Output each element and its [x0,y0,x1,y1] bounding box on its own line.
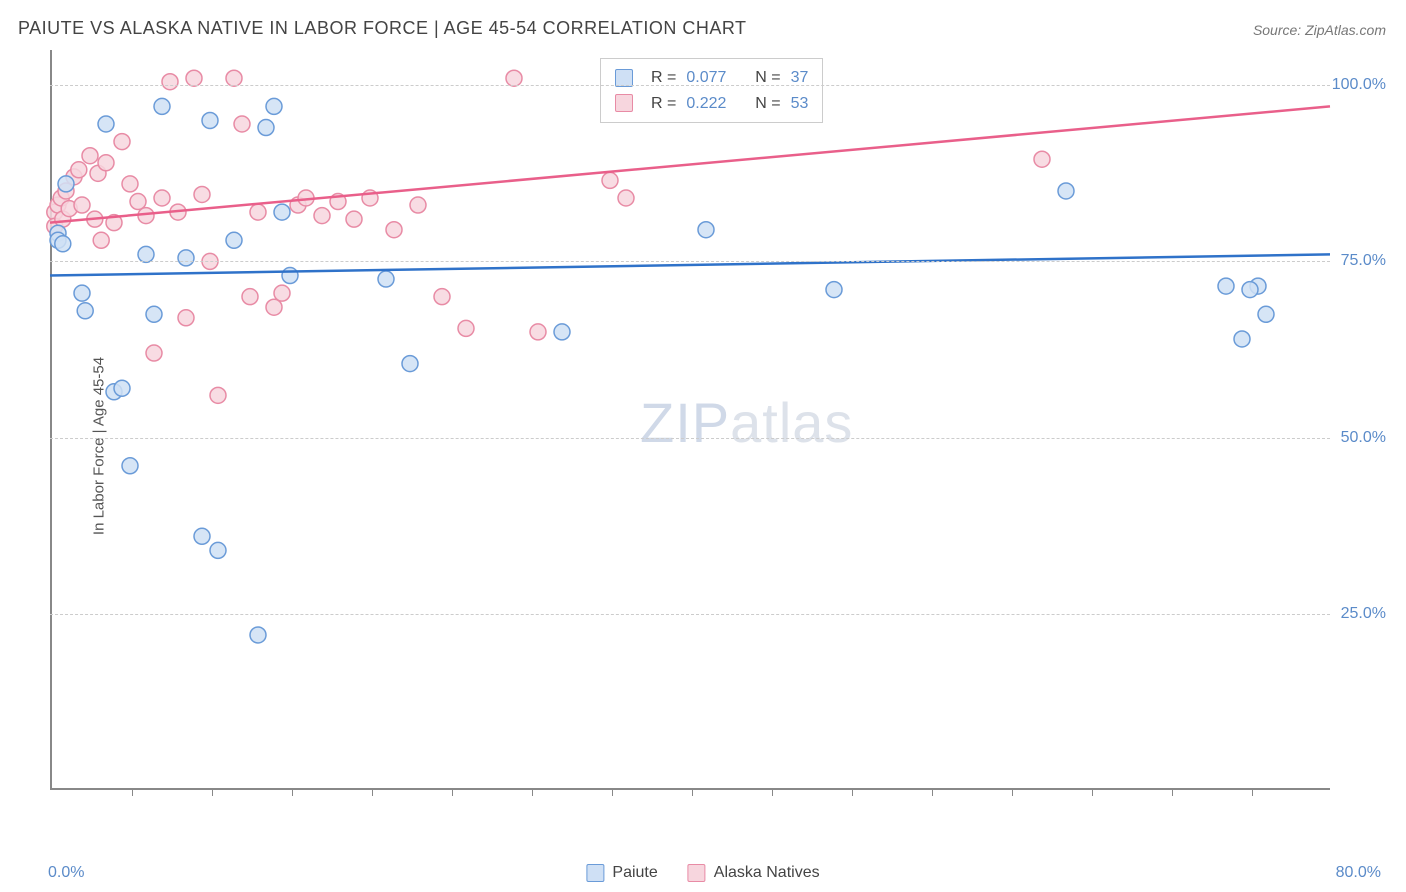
legend-label-alaska: Alaska Natives [714,864,820,881]
gridline-h [50,438,1330,439]
x-axis-min-label: 0.0% [48,864,84,882]
gridline-h [50,261,1330,262]
n-label: N = [755,91,780,117]
scatter-point [122,176,138,192]
n-value-paiute: 37 [791,65,809,91]
correlation-chart: PAIUTE VS ALASKA NATIVE IN LABOR FORCE |… [0,0,1406,892]
scatter-point [234,116,250,132]
n-label: N = [755,65,780,91]
r-value-paiute: 0.077 [686,65,726,91]
scatter-point [1218,278,1234,294]
scatter-point [82,148,98,164]
scatter-point [98,155,114,171]
scatter-point [114,134,130,150]
scatter-point [530,324,546,340]
y-tick-label: 25.0% [1341,605,1386,623]
chart-title: PAIUTE VS ALASKA NATIVE IN LABOR FORCE |… [18,18,747,39]
scatter-point [71,162,87,178]
scatter-point [458,320,474,336]
scatter-point [602,172,618,188]
swatch-alaska [615,94,633,112]
scatter-point [1234,331,1250,347]
scatter-point [250,627,266,643]
scatter-point [226,70,242,86]
scatter-point [146,306,162,322]
r-value-alaska: 0.222 [686,91,726,117]
gridline-h [50,614,1330,615]
scatter-point [266,98,282,114]
scatter-point [386,222,402,238]
y-tick-label: 75.0% [1341,252,1386,270]
regression-line [50,254,1330,275]
plot-svg [50,50,1330,790]
scatter-point [210,542,226,558]
scatter-point [346,211,362,227]
gridline-h [50,85,1330,86]
scatter-point [93,232,109,248]
scatter-point [1258,306,1274,322]
scatter-point [402,356,418,372]
scatter-point [74,285,90,301]
scatter-point [162,74,178,90]
r-label: R = [651,65,676,91]
scatter-point [258,120,274,136]
legend-swatch-alaska [688,864,706,882]
scatter-point [146,345,162,361]
scatter-point [242,289,258,305]
x-axis-max-label: 80.0% [1336,864,1381,882]
scatter-point [274,285,290,301]
legend-label-paiute: Paiute [612,864,657,881]
scatter-point [1058,183,1074,199]
scatter-point [186,70,202,86]
stats-row-paiute: R = 0.077 N = 37 [615,65,808,91]
scatter-point [58,176,74,192]
scatter-point [178,250,194,266]
scatter-point [826,282,842,298]
y-tick-label: 100.0% [1332,76,1386,94]
scatter-point [250,204,266,220]
swatch-paiute [615,69,633,87]
chart-source: Source: ZipAtlas.com [1253,22,1386,38]
scatter-point [77,303,93,319]
scatter-point [210,387,226,403]
scatter-point [434,289,450,305]
scatter-point [698,222,714,238]
scatter-point [130,194,146,210]
scatter-point [122,458,138,474]
legend-item-alaska: Alaska Natives [688,864,820,882]
scatter-point [314,208,330,224]
scatter-point [154,190,170,206]
scatter-point [506,70,522,86]
scatter-point [554,324,570,340]
scatter-point [194,528,210,544]
scatter-point [178,310,194,326]
scatter-point [378,271,394,287]
scatter-point [194,186,210,202]
scatter-point [202,112,218,128]
scatter-point [618,190,634,206]
scatter-point [55,236,71,252]
scatter-point [282,268,298,284]
scatter-point [1034,151,1050,167]
scatter-point [98,116,114,132]
n-value-alaska: 53 [791,91,809,117]
scatter-point [1242,282,1258,298]
scatter-point [138,246,154,262]
bottom-legend: Paiute Alaska Natives [586,864,819,882]
scatter-point [114,380,130,396]
scatter-point [226,232,242,248]
scatter-point [74,197,90,213]
scatter-point [154,98,170,114]
scatter-point [274,204,290,220]
y-tick-label: 50.0% [1341,429,1386,447]
legend-swatch-paiute [586,864,604,882]
stats-row-alaska: R = 0.222 N = 53 [615,91,808,117]
r-label: R = [651,91,676,117]
scatter-point [266,299,282,315]
legend-item-paiute: Paiute [586,864,657,882]
scatter-point [410,197,426,213]
stats-legend-box: R = 0.077 N = 37 R = 0.222 N = 53 [600,58,823,123]
